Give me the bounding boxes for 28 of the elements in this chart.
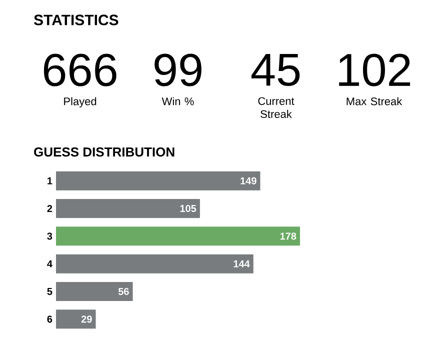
- data-label: 29: [81, 316, 92, 323]
- data-label: 56: [118, 288, 129, 296]
- text: Played: [64, 97, 96, 108]
- text: 102: [339, 54, 410, 86]
- text: Win %: [162, 97, 194, 106]
- text: Current Streak: [258, 97, 294, 118]
- chart-title: GUESS DISTRIBUTION: [34, 147, 174, 157]
- y-tick-label: 1: [48, 177, 52, 184]
- data-label: 105: [180, 204, 196, 212]
- bar: [56, 226, 300, 246]
- bar: [56, 282, 133, 301]
- y-tick-label: 2: [47, 205, 52, 212]
- text: 45: [251, 54, 300, 86]
- data-label: 144: [234, 260, 250, 268]
- y-tick-label: 5: [47, 288, 52, 295]
- text: 99: [154, 54, 202, 86]
- y-tick-label: 3: [47, 232, 52, 240]
- data-label: 178: [280, 232, 296, 240]
- bar: [56, 310, 96, 329]
- bar: [56, 171, 260, 190]
- bar: [56, 198, 200, 218]
- text: 666: [44, 54, 116, 86]
- y-tick-label: 4: [47, 260, 52, 268]
- text: STATISTICS: [34, 14, 118, 26]
- y-tick-label: 6: [47, 316, 52, 323]
- bar: [56, 254, 254, 274]
- text: Max Streak: [346, 97, 402, 106]
- data-label: 149: [240, 177, 256, 184]
